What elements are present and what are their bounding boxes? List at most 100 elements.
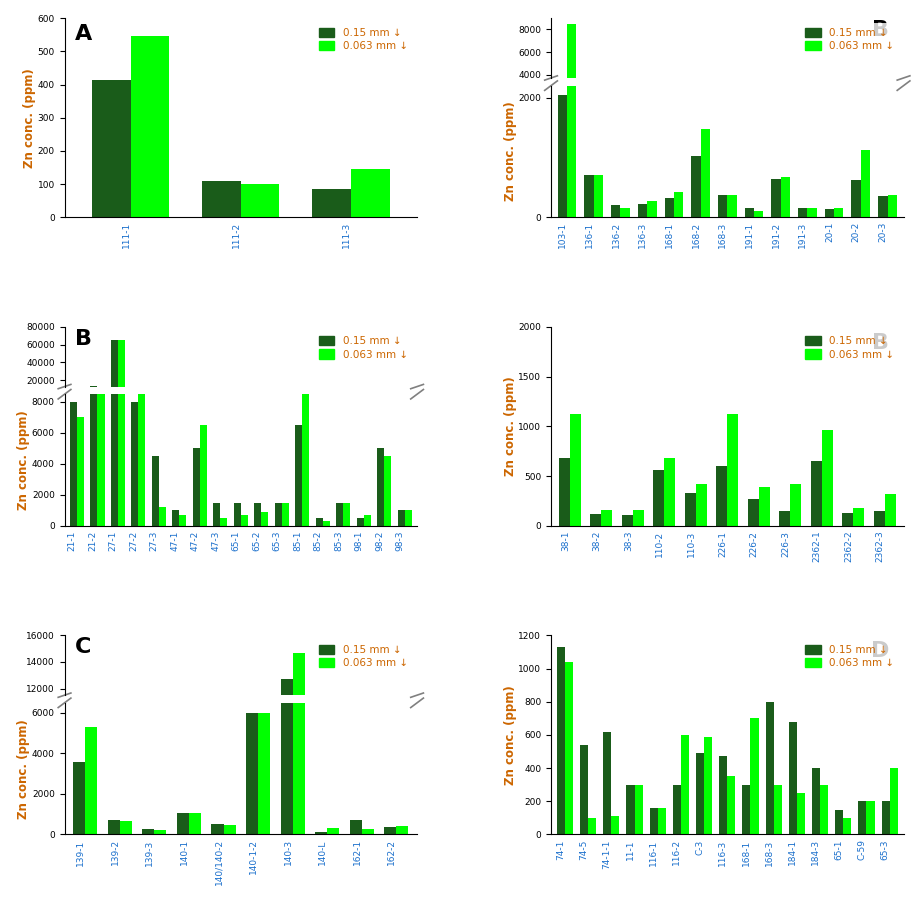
Bar xyxy=(594,112,603,120)
Bar xyxy=(810,461,822,526)
Bar xyxy=(852,112,861,120)
Bar xyxy=(138,387,146,398)
Bar xyxy=(351,169,389,218)
Bar xyxy=(704,736,712,834)
Bar xyxy=(650,808,657,834)
Bar xyxy=(844,818,851,834)
Bar xyxy=(361,844,373,848)
Bar xyxy=(396,843,408,848)
Bar xyxy=(202,180,241,218)
Bar xyxy=(798,209,808,218)
Bar xyxy=(98,386,104,398)
Bar xyxy=(585,112,594,120)
Bar xyxy=(357,518,364,526)
Bar xyxy=(774,785,782,834)
Y-axis label: Zn conc. (ppm): Zn conc. (ppm) xyxy=(23,68,36,168)
Bar xyxy=(179,515,186,526)
Bar xyxy=(405,511,412,526)
Bar xyxy=(559,458,570,526)
Bar xyxy=(223,842,236,848)
Bar xyxy=(384,395,392,398)
Bar xyxy=(822,430,833,526)
Bar xyxy=(154,845,167,848)
Bar xyxy=(701,129,710,218)
Bar xyxy=(745,118,754,120)
Legend: 0.15 mm ↓, 0.063 mm ↓: 0.15 mm ↓, 0.063 mm ↓ xyxy=(314,640,412,672)
Bar xyxy=(200,393,207,398)
Bar xyxy=(211,824,223,834)
Bar xyxy=(772,112,781,120)
Bar xyxy=(92,80,131,218)
Bar xyxy=(108,820,120,834)
Bar xyxy=(611,118,621,120)
Bar xyxy=(220,518,228,526)
Legend: 0.15 mm ↓, 0.063 mm ↓: 0.15 mm ↓, 0.063 mm ↓ xyxy=(801,332,898,364)
Bar xyxy=(565,662,573,834)
Bar xyxy=(673,785,681,834)
Legend: 0.15 mm ↓, 0.063 mm ↓: 0.15 mm ↓, 0.063 mm ↓ xyxy=(801,24,898,55)
Bar xyxy=(825,210,834,218)
Bar xyxy=(315,847,327,848)
Bar xyxy=(808,208,817,218)
Bar xyxy=(154,831,167,834)
Bar xyxy=(241,515,248,526)
Legend: 0.15 mm ↓, 0.063 mm ↓: 0.15 mm ↓, 0.063 mm ↓ xyxy=(314,332,412,364)
Bar xyxy=(881,801,890,834)
Legend: 0.15 mm ↓, 0.063 mm ↓: 0.15 mm ↓, 0.063 mm ↓ xyxy=(314,24,412,55)
Bar xyxy=(890,768,898,834)
Bar xyxy=(567,0,576,218)
Bar xyxy=(349,839,361,848)
Bar xyxy=(193,448,200,526)
Bar xyxy=(193,394,200,398)
Bar xyxy=(558,96,567,120)
Bar xyxy=(241,184,279,218)
Bar xyxy=(665,458,675,526)
Bar xyxy=(621,118,630,120)
Bar xyxy=(861,107,870,120)
Bar xyxy=(696,753,704,834)
Bar xyxy=(200,425,207,526)
Bar xyxy=(337,502,343,526)
Bar xyxy=(867,801,875,834)
Bar xyxy=(716,466,727,526)
Bar xyxy=(118,340,125,398)
Bar xyxy=(878,116,888,120)
Bar xyxy=(808,118,817,120)
Bar xyxy=(781,112,790,120)
Bar xyxy=(142,829,154,834)
Bar xyxy=(603,732,611,834)
Bar xyxy=(727,414,739,526)
Bar xyxy=(223,825,236,834)
Bar xyxy=(727,115,737,120)
Bar xyxy=(590,514,601,526)
Bar xyxy=(131,402,138,526)
Bar xyxy=(874,511,885,526)
Bar xyxy=(858,801,867,834)
Bar xyxy=(315,518,323,526)
Bar xyxy=(189,834,201,848)
Bar xyxy=(888,115,897,120)
Bar xyxy=(681,735,689,834)
Bar xyxy=(674,115,683,120)
Bar xyxy=(211,842,223,848)
Bar xyxy=(98,327,104,526)
Bar xyxy=(258,713,270,834)
Bar xyxy=(302,325,310,526)
Bar xyxy=(361,829,373,834)
Bar xyxy=(638,204,647,218)
Y-axis label: Zn conc. (ppm): Zn conc. (ppm) xyxy=(504,685,517,785)
Bar xyxy=(275,397,282,398)
Bar xyxy=(172,511,179,526)
Text: A: A xyxy=(75,24,92,44)
Bar xyxy=(258,768,270,848)
Bar xyxy=(751,718,759,834)
Bar xyxy=(580,745,588,834)
Y-axis label: Zn conc. (ppm): Zn conc. (ppm) xyxy=(18,410,30,510)
Legend: 0.15 mm ↓, 0.063 mm ↓: 0.15 mm ↓, 0.063 mm ↓ xyxy=(801,640,898,672)
Bar xyxy=(246,768,258,848)
Bar xyxy=(692,108,701,120)
Bar xyxy=(852,180,861,218)
Bar xyxy=(834,208,844,218)
Bar xyxy=(397,511,405,526)
Y-axis label: Zn conc. (ppm): Zn conc. (ppm) xyxy=(504,102,517,201)
